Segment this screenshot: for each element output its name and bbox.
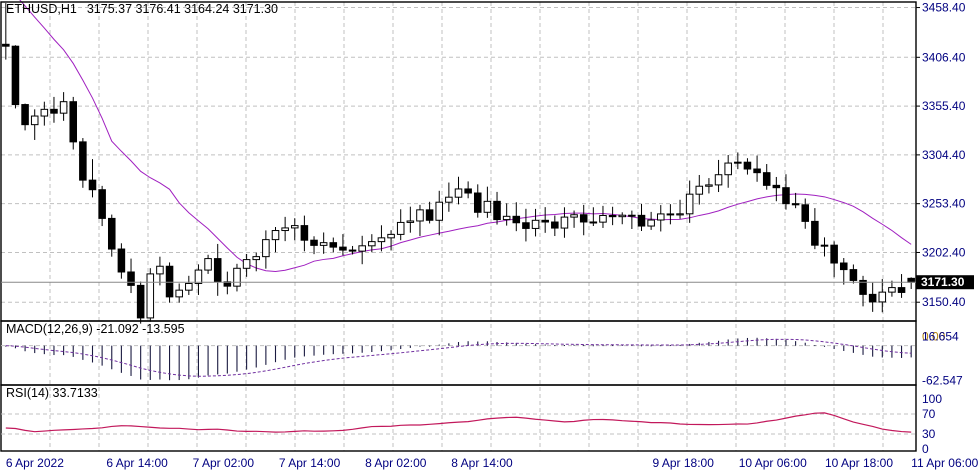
svg-text:6 Apr 2022: 6 Apr 2022 <box>6 456 64 470</box>
svg-text:3355.40: 3355.40 <box>922 99 966 113</box>
svg-text:3406.40: 3406.40 <box>922 50 966 64</box>
svg-text:9 Apr 18:00: 9 Apr 18:00 <box>653 456 715 470</box>
svg-text:70: 70 <box>922 407 936 421</box>
svg-text:16.654: 16.654 <box>922 329 959 343</box>
svg-text:7 Apr 02:00: 7 Apr 02:00 <box>193 456 255 470</box>
svg-text:30: 30 <box>922 427 936 441</box>
svg-text:3253.40: 3253.40 <box>922 197 966 211</box>
svg-text:3458.40: 3458.40 <box>922 1 966 15</box>
svg-text:10 Apr 06:00: 10 Apr 06:00 <box>739 456 807 470</box>
svg-text:3202.40: 3202.40 <box>922 245 966 259</box>
svg-text:3171.30: 3171.30 <box>921 275 965 289</box>
svg-text:10 Apr 18:00: 10 Apr 18:00 <box>825 456 893 470</box>
svg-text:-62.547: -62.547 <box>922 374 963 388</box>
svg-text:8 Apr 14:00: 8 Apr 14:00 <box>451 456 513 470</box>
svg-text:3304.40: 3304.40 <box>922 148 966 162</box>
svg-text:6 Apr 14:00: 6 Apr 14:00 <box>106 456 168 470</box>
svg-text:3150.40: 3150.40 <box>922 295 966 309</box>
svg-text:8 Apr 02:00: 8 Apr 02:00 <box>365 456 427 470</box>
svg-text:0: 0 <box>922 442 929 456</box>
svg-text:100: 100 <box>922 392 942 406</box>
svg-text:11 Apr 06:00: 11 Apr 06:00 <box>911 456 978 470</box>
svg-text:MACD(12,26,9) -21.092 -13.595: MACD(12,26,9) -21.092 -13.595 <box>6 322 185 336</box>
svg-text:RSI(14) 33.7133: RSI(14) 33.7133 <box>6 386 98 400</box>
svg-text:7 Apr 14:00: 7 Apr 14:00 <box>279 456 341 470</box>
